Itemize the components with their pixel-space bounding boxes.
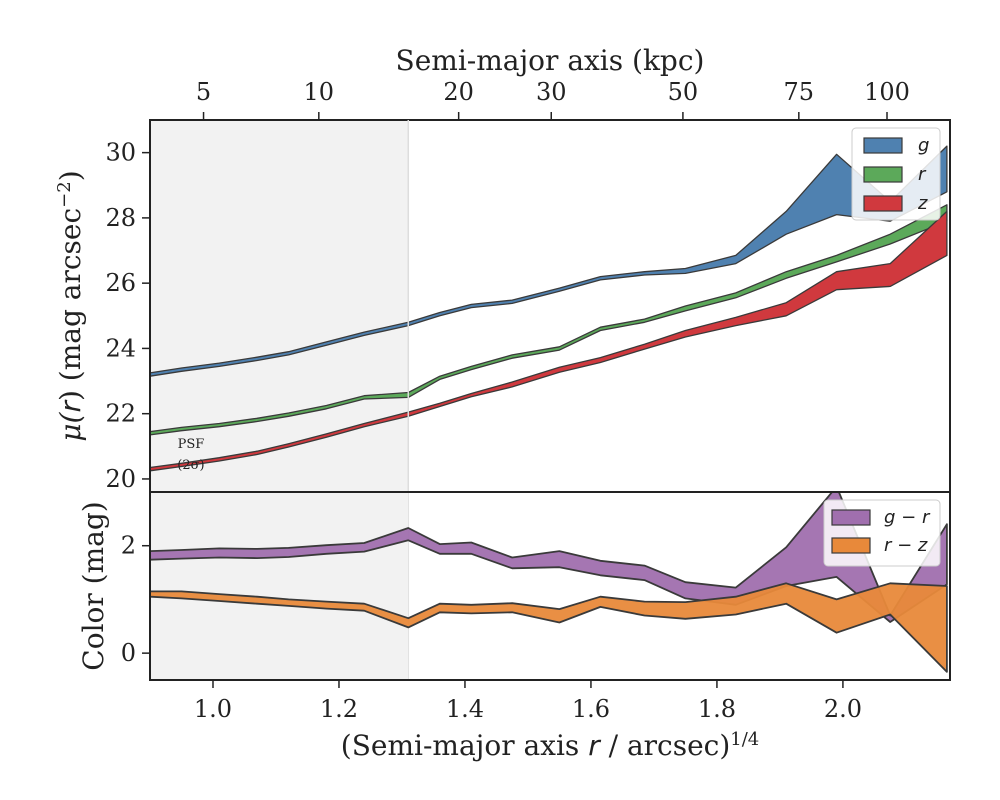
bottom-y-ticks: 02 [121,532,150,667]
y-tick-label: 22 [105,400,136,428]
series-band-r [149,204,948,436]
color-band-0 [150,492,948,623]
psf-label-line2: (2σ) [177,458,204,473]
series-band-z [149,210,948,472]
bottom-x-ticks: 1.0 1.2 1.4 1.6 1.8 2.0 [194,680,862,723]
series-band-g [149,145,948,377]
y-tick-label: 20 [105,465,136,493]
legend-swatch-z [863,195,903,212]
top-y-ticks: 20 22 24 26 28 30 [105,139,150,493]
x-tick-label: 1.8 [698,695,736,723]
y-tick-label: 28 [105,204,136,232]
top-panel: 20 22 24 26 28 30 5 10 20 30 50 75 100 Semi-major a… [54,44,951,493]
bottom-y-axis-label: Color (mag) [77,501,110,670]
legend-label-color-0: g − r [884,507,931,528]
x-tick-label: 2.0 [824,695,862,723]
kpc-tick-label: 100 [864,78,910,106]
y-tick-label: 30 [105,139,136,167]
legend-swatch-color-0 [831,509,871,526]
top-legend: grz [851,127,941,221]
bottom-legend: g − r r − z [823,499,941,567]
kpc-tick-label: 5 [196,78,211,106]
kpc-tick-label: 50 [668,78,699,106]
legend-label-z: z [917,193,928,214]
legend-swatch-color-1 [831,537,871,554]
y-tick-label: 2 [121,532,136,560]
legend-swatch-g [863,137,903,154]
bottom-x-axis-label: (Semi-major axis r / arcsec)1/4 [341,729,759,763]
kpc-tick-label: 75 [784,78,815,106]
x-tick-label: 1.6 [572,695,610,723]
x-tick-label: 1.2 [320,695,358,723]
top-axis-kpc-ticks: 5 10 20 30 50 75 100 [196,78,910,120]
psf-label-line1: PSF [178,437,205,452]
legend-label-color-1: r − z [884,535,928,556]
kpc-tick-label: 20 [443,78,474,106]
x-tick-label: 1.4 [446,695,484,723]
kpc-tick-label: 10 [304,78,335,106]
y-tick-label: 26 [105,269,136,297]
bottom-series-group [150,492,948,673]
legend-label-g: g [918,135,929,156]
legend-label-r: r [918,164,927,185]
top-y-axis-label: μ(r) (mag arcsec−2) [54,170,88,441]
bottom-panel: 02 1.0 1.2 1.4 1.6 1.8 2.0 Color (mag) (Semi-… [77,491,951,763]
psf-label: PSF (2σ) [177,437,204,473]
x-tick-label: 1.0 [194,695,232,723]
y-tick-label: 24 [105,334,136,362]
bottom-panel-frame [149,491,951,681]
kpc-tick-label: 30 [536,78,567,106]
legend-swatch-r [863,166,903,183]
top-axis-title: Semi-major axis (kpc) [396,44,705,77]
top-series-group [149,145,948,472]
y-tick-label: 0 [121,639,136,667]
psf-region-bottom [150,492,409,680]
color-band-1 [150,582,948,673]
